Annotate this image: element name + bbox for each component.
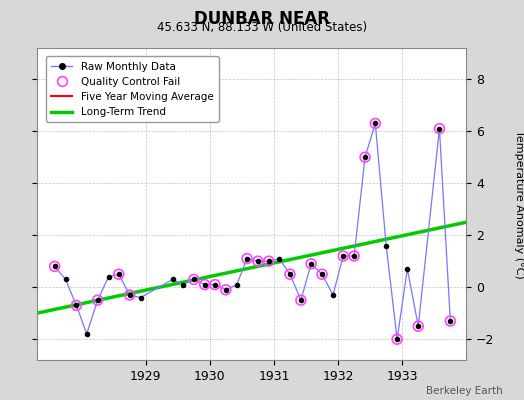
Quality Control Fail (361, 154, 369, 160)
Legend: Raw Monthly Data, Quality Control Fail, Five Year Moving Average, Long-Term Tren: Raw Monthly Data, Quality Control Fail, … (46, 56, 219, 122)
Quality Control Fail (125, 292, 134, 298)
Quality Control Fail (414, 323, 422, 330)
Raw Monthly Data (94, 298, 101, 302)
Raw Monthly Data (105, 274, 112, 279)
Raw Monthly Data (447, 318, 453, 323)
Quality Control Fail (254, 258, 262, 264)
Raw Monthly Data (340, 254, 346, 258)
Raw Monthly Data (116, 272, 122, 277)
Raw Monthly Data (234, 282, 240, 287)
Text: 45.633 N, 88.133 W (United States): 45.633 N, 88.133 W (United States) (157, 21, 367, 34)
Quality Control Fail (297, 297, 305, 303)
Y-axis label: Temperature Anomaly (°C): Temperature Anomaly (°C) (514, 130, 524, 278)
Raw Monthly Data (415, 324, 421, 329)
Raw Monthly Data (244, 256, 250, 261)
Raw Monthly Data (362, 155, 368, 160)
Quality Control Fail (339, 253, 347, 259)
Quality Control Fail (211, 282, 219, 288)
Text: DUNBAR NEAR: DUNBAR NEAR (194, 10, 330, 28)
Quality Control Fail (93, 297, 102, 303)
Quality Control Fail (393, 336, 401, 342)
Quality Control Fail (318, 271, 326, 278)
Raw Monthly Data (394, 337, 400, 342)
Raw Monthly Data (169, 277, 176, 282)
Quality Control Fail (350, 253, 358, 259)
Quality Control Fail (50, 263, 59, 270)
Quality Control Fail (307, 261, 315, 267)
Raw Monthly Data (330, 293, 336, 298)
Raw Monthly Data (266, 259, 272, 264)
Line: Raw Monthly Data: Raw Monthly Data (52, 121, 452, 341)
Raw Monthly Data (255, 259, 261, 264)
Raw Monthly Data (83, 332, 90, 336)
Raw Monthly Data (51, 264, 58, 269)
Quality Control Fail (201, 282, 209, 288)
Raw Monthly Data (202, 282, 208, 287)
Quality Control Fail (265, 258, 273, 264)
Raw Monthly Data (298, 298, 304, 302)
Quality Control Fail (446, 318, 454, 324)
Quality Control Fail (286, 271, 294, 278)
Raw Monthly Data (404, 266, 410, 271)
Raw Monthly Data (191, 277, 197, 282)
Raw Monthly Data (436, 126, 443, 131)
Quality Control Fail (435, 126, 444, 132)
Quality Control Fail (222, 286, 230, 293)
Quality Control Fail (190, 276, 198, 282)
Text: Berkeley Earth: Berkeley Earth (427, 386, 503, 396)
Raw Monthly Data (351, 254, 357, 258)
Raw Monthly Data (137, 295, 144, 300)
Raw Monthly Data (62, 277, 69, 282)
Raw Monthly Data (126, 293, 133, 298)
Raw Monthly Data (383, 243, 389, 248)
Raw Monthly Data (276, 256, 282, 261)
Raw Monthly Data (212, 282, 218, 287)
Quality Control Fail (371, 120, 379, 127)
Raw Monthly Data (73, 303, 80, 308)
Raw Monthly Data (308, 262, 314, 266)
Quality Control Fail (115, 271, 123, 278)
Quality Control Fail (72, 302, 81, 309)
Quality Control Fail (243, 255, 251, 262)
Raw Monthly Data (223, 287, 229, 292)
Raw Monthly Data (287, 272, 293, 277)
Raw Monthly Data (372, 121, 378, 126)
Raw Monthly Data (180, 282, 186, 287)
Raw Monthly Data (319, 272, 325, 277)
